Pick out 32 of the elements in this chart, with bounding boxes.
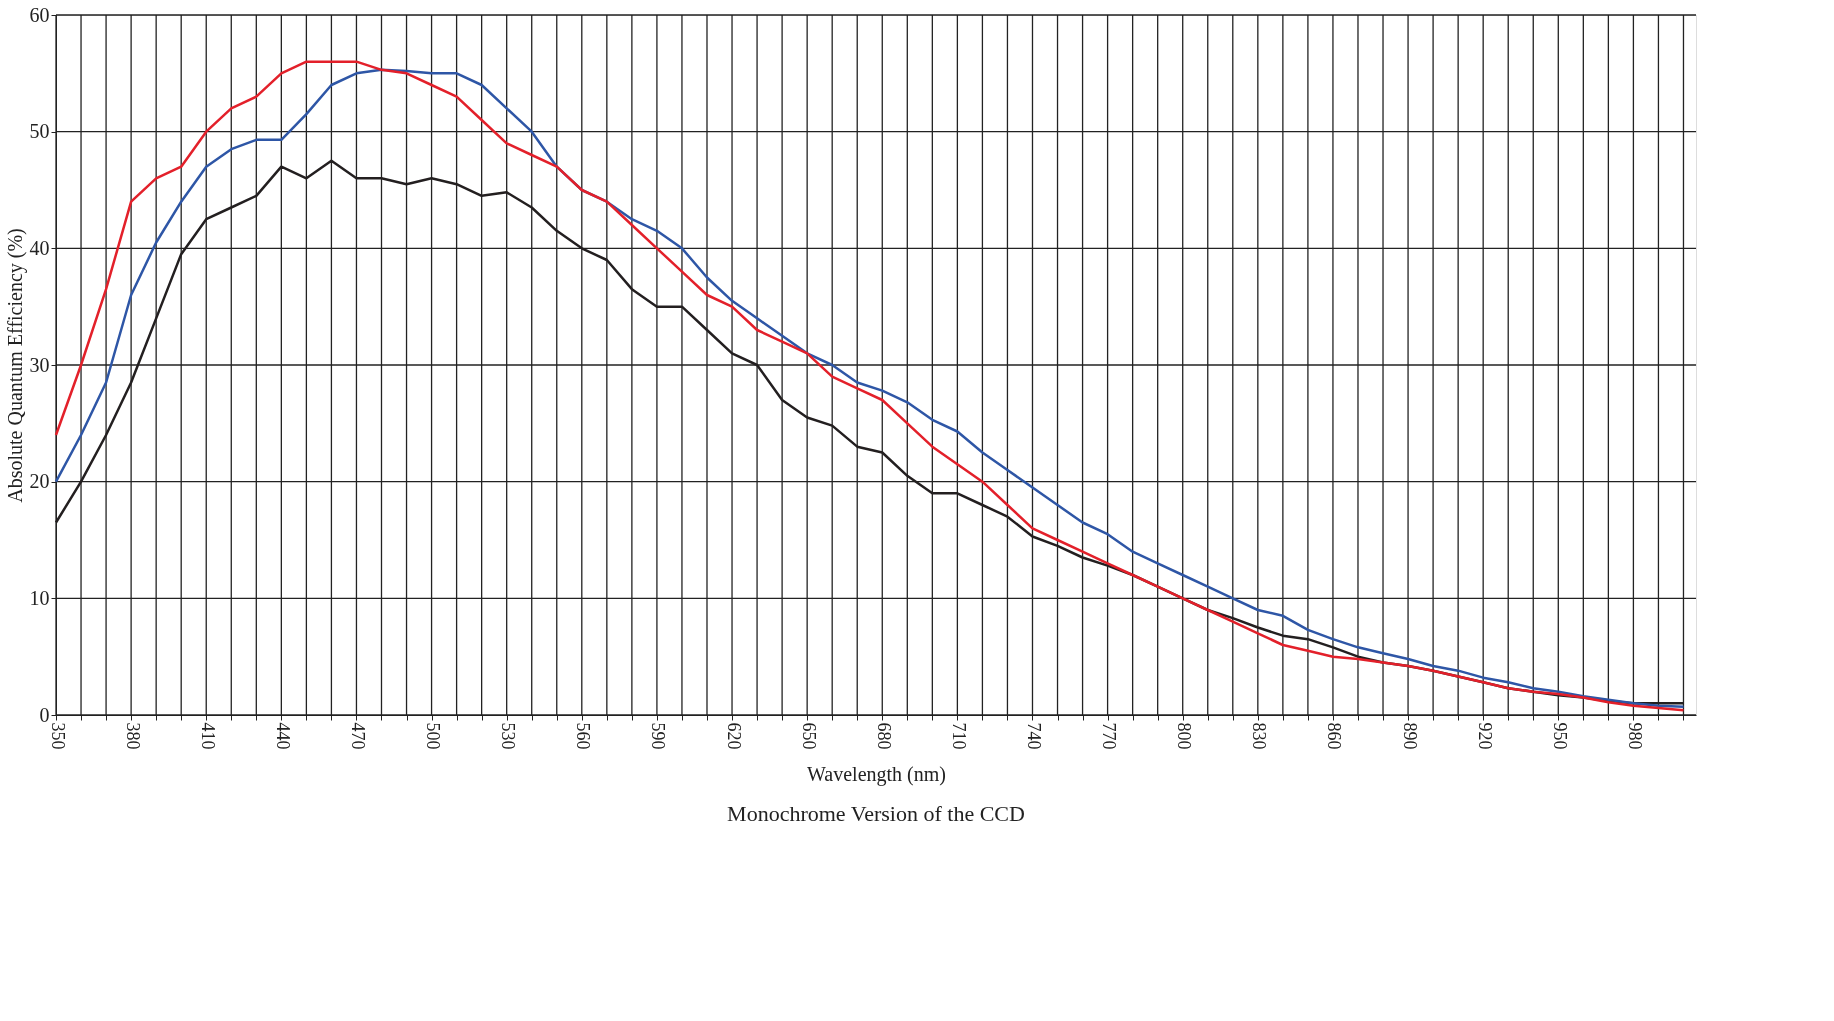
x-tick-label: 740 [1023,722,1044,750]
x-tick-label: 530 [498,722,519,750]
y-tick-label: 0 [39,703,50,726]
x-tick-label: 350 [47,722,68,750]
x-tick-label: 710 [948,722,969,750]
x-tick-label: 830 [1249,722,1270,750]
y-tick-label: 10 [29,586,50,609]
x-tick-label: 590 [648,722,669,750]
y-tick-label: 40 [29,236,50,259]
x-tick-label: 860 [1324,722,1345,750]
x-axis-title: Wavelength (nm) [807,762,946,786]
x-tick-label: 620 [723,722,744,750]
text: Monochrome Version of the CCD [727,801,1025,826]
x-tick-label: 380 [122,722,143,750]
y-tick-label: 50 [29,120,50,143]
x-tick-label: 680 [873,722,894,750]
y-tick-label: 30 [29,353,50,376]
x-tick-label: 440 [272,722,293,750]
x-tick-label: 560 [573,722,594,750]
x-tick-label: 410 [197,722,218,750]
x-tick-label: 500 [423,722,444,750]
x-tick-label: 920 [1474,722,1495,750]
x-tick-label: 470 [347,722,368,750]
x-tick-label: 770 [1099,722,1120,750]
y-axis-title: Absolute Quantum Efficiency (%) [3,228,27,503]
x-tick-label: 980 [1624,722,1645,750]
y-tick-label: 20 [29,470,50,493]
x-tick-label: 890 [1399,722,1420,750]
x-tick-label: 800 [1174,722,1195,750]
x-tick-label: 950 [1549,722,1570,750]
y-tick-label: 60 [29,3,50,26]
x-tick-label: 650 [798,722,819,750]
